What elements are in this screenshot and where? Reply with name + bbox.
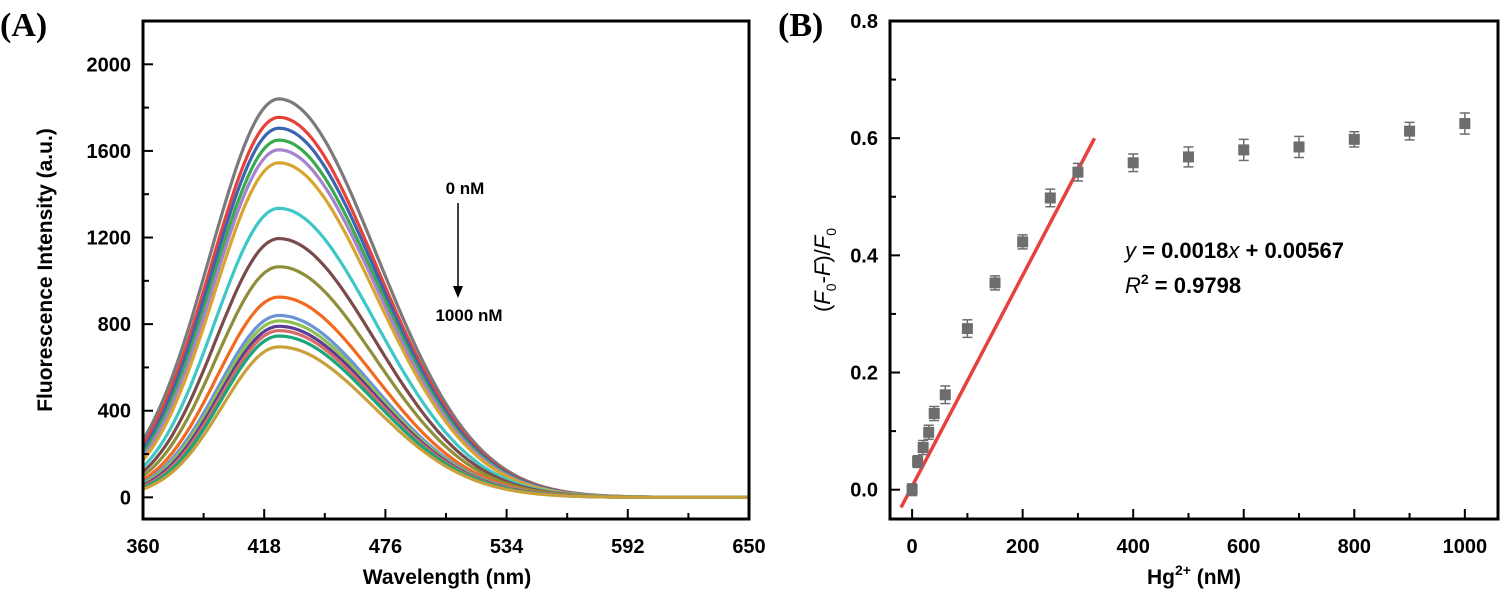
data-point-8 [1017, 236, 1029, 248]
a-xtick-label-0: 360 [126, 536, 159, 558]
data-point-13 [1238, 144, 1250, 156]
fit-equation: y = 0.0018x + 0.00567 [1123, 238, 1344, 263]
r2-value: = 0.9798 [1149, 273, 1241, 298]
data-point-5 [939, 389, 951, 401]
panel-a-xlabel: Wavelength (nm) [363, 566, 531, 589]
xlabel-unit: (nM) [1191, 566, 1241, 589]
b-xtick-label-2: 400 [1117, 536, 1150, 558]
data-point-14 [1293, 141, 1305, 153]
a-ytick-label-4: 1600 [87, 141, 132, 163]
b-xtick-label-0: 0 [907, 536, 918, 558]
b-xtick-label-3: 600 [1227, 536, 1260, 558]
a-ytick-label-5: 2000 [87, 54, 132, 76]
data-point-15 [1348, 133, 1360, 145]
panel-b-ticks: 0 200 400 600 800 1000 0.0 0.2 0.4 0.6 0.8 [850, 11, 1487, 558]
panel-a-ylabel: Fluorescence Intensity (a.u.) [34, 128, 57, 412]
eq-x-var: x [1227, 238, 1240, 263]
panel-a: (A) 360 418 476 534 592 650 0 400 800 1200 1600 200… [0, 7, 766, 589]
fit-line [899, 137, 1097, 509]
ylabel-p1: F [810, 290, 835, 305]
ylabel-p6: F [810, 234, 835, 249]
spectrum-curve-16 [142, 345, 749, 499]
panel-a-ticks: 360 418 476 534 592 650 0 400 800 1200 1600 2000 [87, 54, 766, 558]
b-ytick-label-0: 0.0 [850, 480, 878, 502]
data-point-1 [912, 456, 924, 468]
data-point-7 [989, 277, 1001, 289]
b-ytick-label-4: 0.8 [850, 11, 878, 33]
data-point-4 [928, 408, 940, 420]
panel-b-xlabel: Hg2+ (nM) [1147, 562, 1241, 589]
annotation-bottom: 1000 nM [435, 306, 502, 325]
data-point-17 [1459, 118, 1471, 130]
panel-a-label: (A) [0, 7, 47, 44]
b-xtick-label-4: 800 [1338, 536, 1371, 558]
ylabel-p7: 0 [823, 228, 839, 236]
data-point-3 [923, 426, 935, 438]
ylabel-p3: - [810, 276, 835, 283]
panel-b-ylabel: (F0-F)/F0 [810, 228, 839, 312]
a-xtick-label-5: 650 [732, 536, 765, 558]
a-xtick-label-3: 534 [490, 536, 524, 558]
a-xtick-label-1: 418 [248, 536, 281, 558]
a-ytick-label-2: 800 [98, 314, 131, 336]
ylabel-p2: 0 [823, 283, 839, 291]
a-xtick-label-4: 592 [611, 536, 644, 558]
a-ytick-label-3: 1200 [87, 228, 132, 250]
a-ytick-label-1: 400 [98, 401, 131, 423]
data-point-12 [1182, 151, 1194, 163]
b-ytick-label-3: 0.6 [850, 128, 878, 150]
r2-var: R [1125, 273, 1141, 298]
annotation-top: 0 nM [446, 179, 485, 198]
data-point-9 [1044, 192, 1056, 204]
panel-b-frame [888, 19, 1500, 521]
b-xtick-label-5: 1000 [1443, 536, 1488, 558]
b-ytick-label-2: 0.4 [850, 245, 879, 267]
fit-line-group [899, 137, 1097, 509]
data-point-6 [961, 323, 973, 335]
data-point-10 [1072, 166, 1084, 178]
data-point-0 [906, 484, 918, 496]
data-point-11 [1127, 157, 1139, 169]
ylabel-p4: F [810, 261, 835, 276]
ylabel-p0: ( [810, 304, 835, 312]
panel-b-points [906, 112, 1471, 497]
data-point-2 [917, 442, 929, 454]
arrow-head [453, 286, 463, 298]
data-point-16 [1404, 125, 1416, 137]
b-ytick-label-1: 0.2 [850, 363, 878, 385]
r2-sup: 2 [1141, 271, 1149, 287]
eq-slope: = 0.0018 [1136, 238, 1228, 263]
panel-a-curves [141, 97, 749, 499]
xlabel-sup: 2+ [1175, 562, 1191, 578]
eq-intercept: + 0.00567 [1239, 238, 1344, 263]
panel-b-label: (B) [778, 7, 823, 44]
concentration-arrow [453, 203, 463, 298]
ylabel-p5: )/ [810, 248, 835, 262]
r-squared: R2 = 0.9798 [1125, 271, 1241, 298]
eq-y-var: y [1123, 238, 1138, 263]
b-xtick-label-1: 200 [1006, 536, 1039, 558]
xlabel-main: Hg [1147, 566, 1175, 589]
a-xtick-label-2: 476 [369, 536, 402, 558]
a-ytick-label-0: 0 [120, 487, 131, 509]
